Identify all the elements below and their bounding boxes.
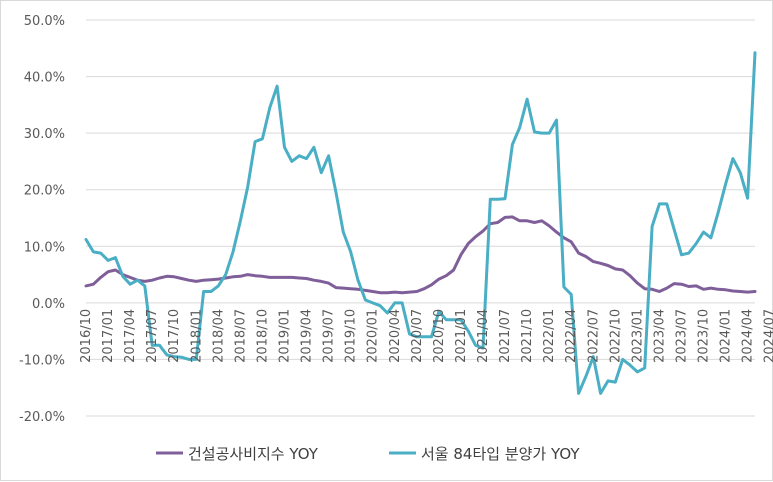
x-tick-label: 2018/10 (255, 309, 270, 363)
y-tick-label: 30.0% (24, 127, 65, 142)
x-tick-label: 2018/04 (211, 309, 226, 363)
y-tick-label: 20.0% (24, 184, 65, 199)
x-tick-label: 2019/10 (344, 309, 359, 363)
x-tick-label: 2024/07 (763, 309, 773, 363)
y-tick-label: 0.0% (32, 297, 65, 312)
x-tick-label: 2020/07 (410, 309, 425, 363)
legend-label: 건설공사비지수 YOY (188, 445, 319, 463)
x-tick-label: 2023/01 (630, 309, 645, 363)
x-tick-label: 2024/01 (719, 309, 734, 363)
x-tick-label: 2023/07 (674, 309, 689, 363)
x-tick-label: 2020/10 (432, 309, 447, 363)
x-tick-label: 2021/10 (520, 309, 535, 363)
y-tick-label: 10.0% (24, 240, 65, 255)
x-tick-label: 2023/04 (652, 309, 667, 363)
x-tick-label: 2022/07 (586, 309, 601, 363)
series-line-construction-cost (84, 215, 757, 295)
y-tick-label: 50.0% (24, 14, 65, 29)
x-tick-label: 2021/04 (476, 309, 491, 363)
x-tick-label: 2021/07 (498, 309, 513, 363)
y-axis-ticks: 50.0% 40.0% 30.0% 20.0% 10.0% 0.0% -10.0% -20.0… (19, 14, 65, 425)
y-tick-label: -10.0% (19, 353, 65, 368)
x-tick-label: 2020/04 (388, 309, 403, 363)
series-line-seoul-84-price (84, 51, 757, 395)
legend: 건설공사비지수 YOY 서울 84타입 분양가 YOY (156, 445, 580, 463)
x-tick-label: 2020/01 (366, 309, 381, 363)
series-lines (84, 51, 757, 395)
x-axis-ticks: 2016/10 2017/01 2017/04 2017/07 2017/10 2018/… (79, 309, 773, 363)
x-tick-label: 2022/10 (608, 309, 623, 363)
x-tick-label: 2022/04 (564, 309, 579, 363)
x-tick-label: 2021/01 (454, 309, 469, 363)
x-tick-label: 2019/01 (277, 309, 292, 363)
x-tick-label: 2017/10 (167, 309, 182, 363)
x-tick-label: 2019/04 (300, 309, 315, 363)
x-tick-label: 2019/07 (322, 309, 337, 363)
x-tick-label: 2018/07 (233, 309, 248, 363)
legend-label: 서울 84타입 분양가 YOY (421, 445, 580, 463)
x-tick-label: 2022/01 (542, 309, 557, 363)
x-tick-label: 2018/01 (189, 309, 204, 363)
x-tick-label: 2017/01 (101, 309, 116, 363)
y-tick-label: -20.0% (19, 410, 65, 425)
x-tick-label: 2017/04 (123, 309, 138, 363)
x-tick-label: 2017/07 (145, 309, 160, 363)
x-tick-label: 2016/10 (79, 309, 94, 363)
x-tick-label: 2024/04 (741, 309, 756, 363)
y-tick-label: 40.0% (24, 71, 65, 86)
x-tick-label: 2023/10 (697, 309, 712, 363)
